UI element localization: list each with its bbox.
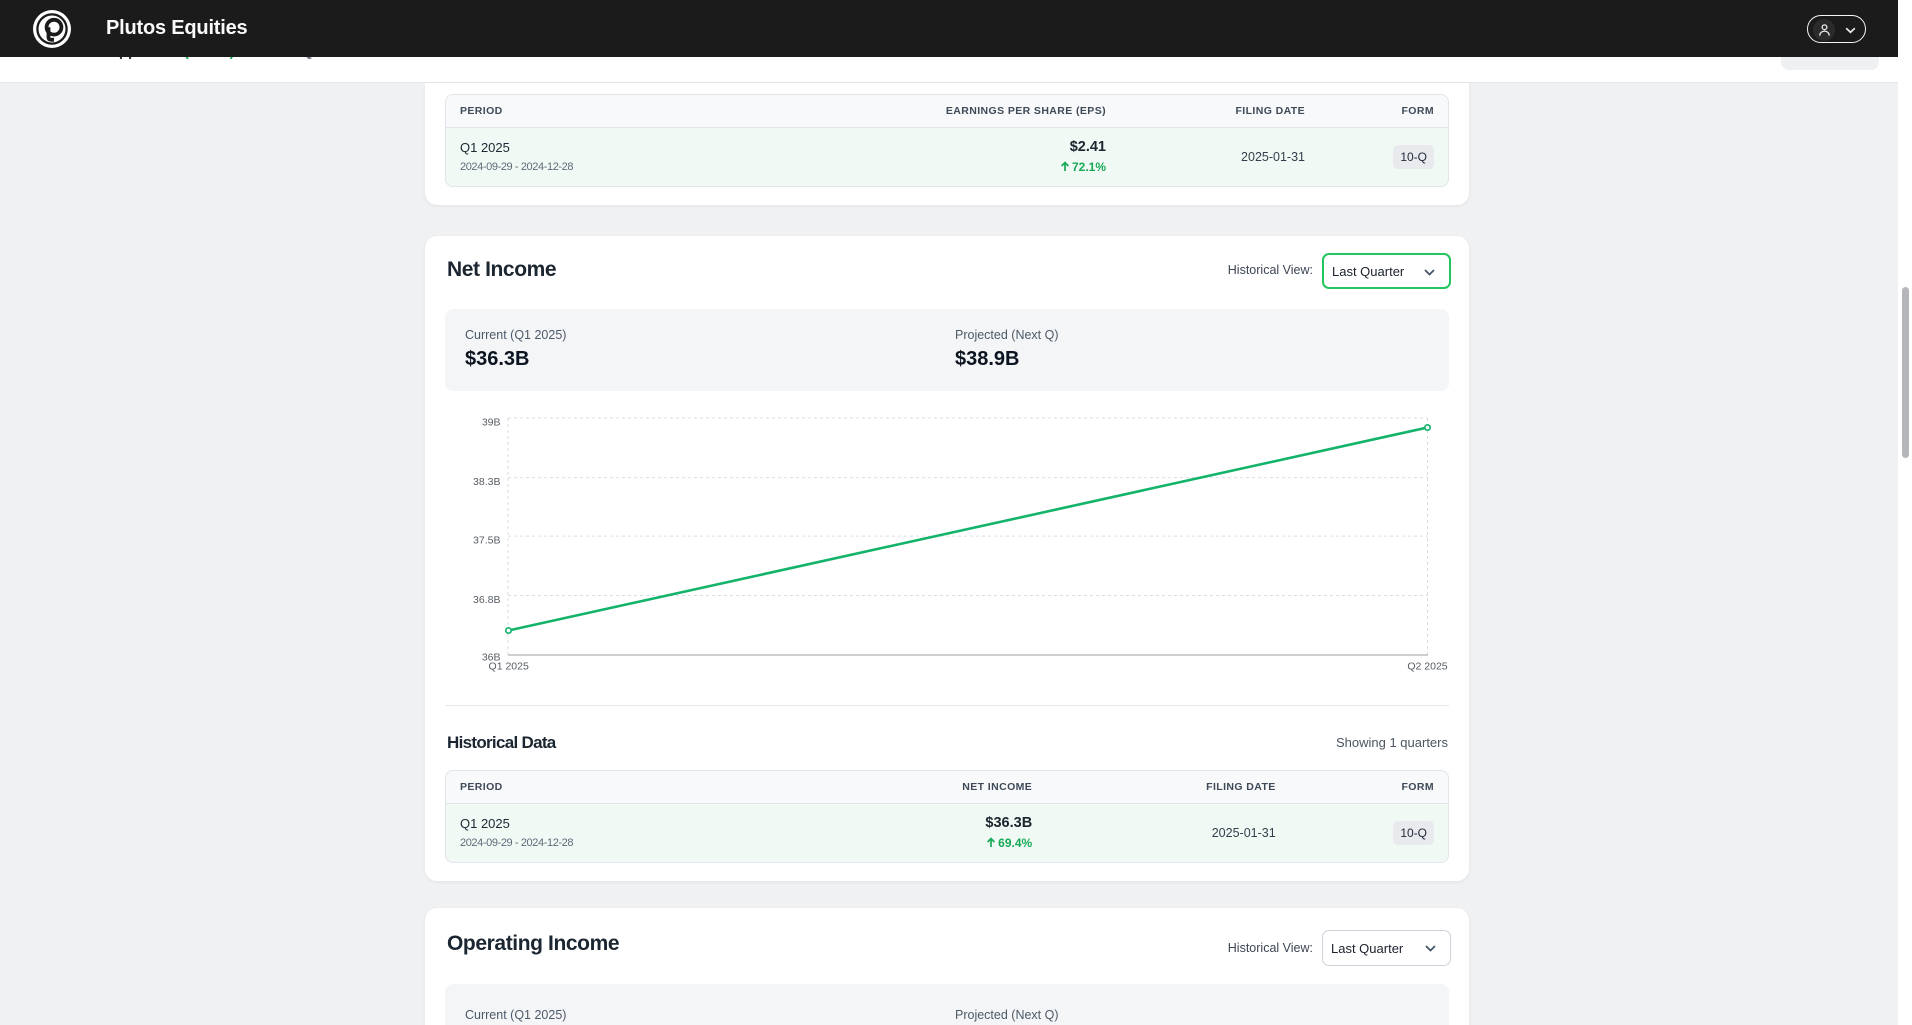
svg-text:39B: 39B [482, 417, 501, 429]
svg-text:36.8B: 36.8B [473, 594, 500, 606]
svg-text:36B: 36B [482, 652, 501, 664]
svg-text:37.5B: 37.5B [473, 535, 500, 547]
svg-text:38.3B: 38.3B [473, 476, 500, 488]
svg-text:Q2 2025: Q2 2025 [1407, 661, 1447, 673]
svg-text:Q1 2025: Q1 2025 [489, 661, 529, 673]
